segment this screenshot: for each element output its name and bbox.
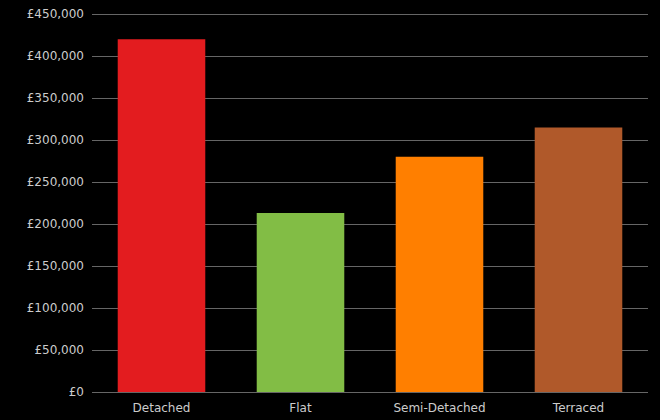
svg-text:Flat: Flat	[289, 401, 312, 415]
svg-text:£300,000: £300,000	[27, 133, 84, 147]
svg-text:£400,000: £400,000	[27, 49, 84, 63]
svg-text:£0: £0	[69, 385, 84, 399]
svg-text:£450,000: £450,000	[27, 7, 84, 21]
svg-text:£50,000: £50,000	[34, 343, 84, 357]
svg-text:£350,000: £350,000	[27, 91, 84, 105]
svg-text:£100,000: £100,000	[27, 301, 84, 315]
svg-text:Terraced: Terraced	[552, 401, 604, 415]
svg-text:£150,000: £150,000	[27, 259, 84, 273]
svg-text:£250,000: £250,000	[27, 175, 84, 189]
svg-text:£200,000: £200,000	[27, 217, 84, 231]
svg-text:Semi-Detached: Semi-Detached	[393, 401, 485, 415]
svg-text:Detached: Detached	[133, 401, 191, 415]
